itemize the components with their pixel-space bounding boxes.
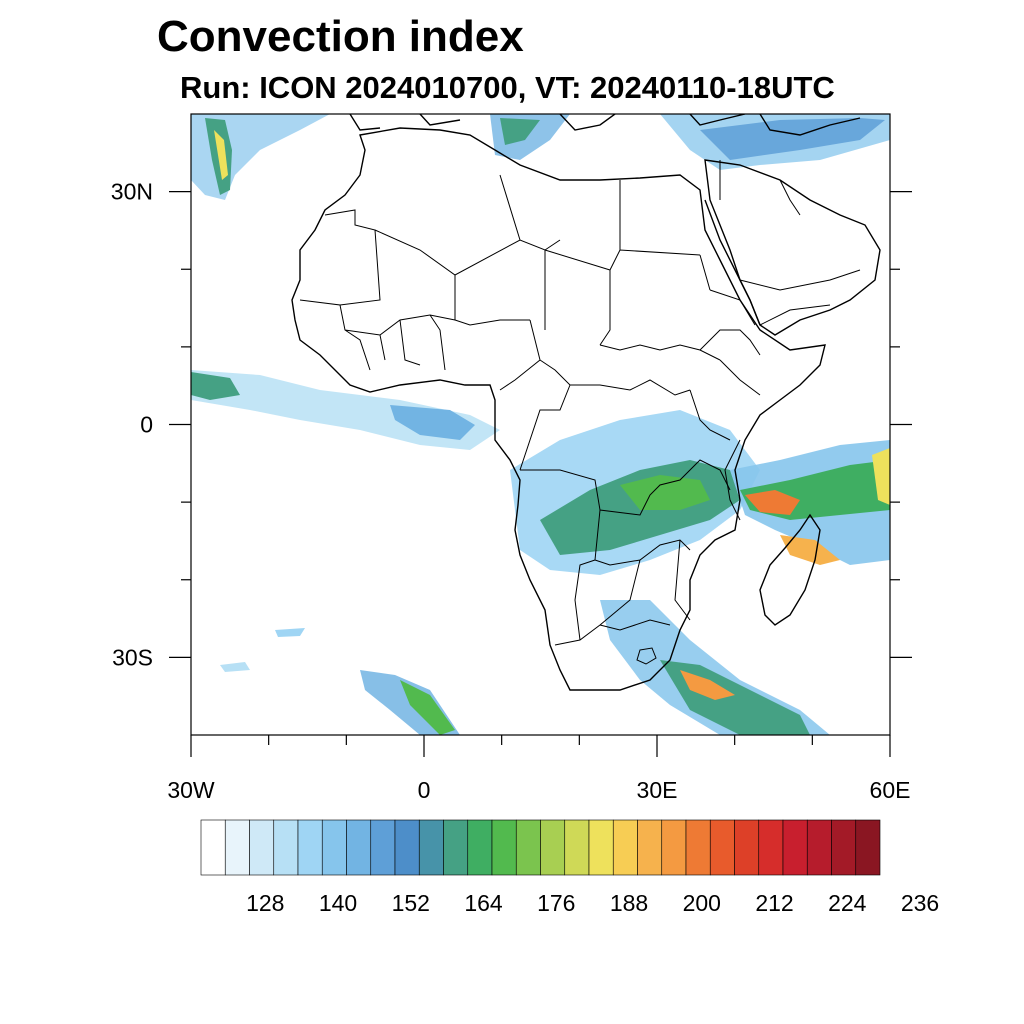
colorbar-swatch	[370, 819, 396, 876]
colorbar-swatch	[515, 819, 541, 876]
shade-satl-speck1	[220, 662, 250, 672]
colorbar-swatch	[224, 819, 250, 876]
colorbar-swatch	[467, 819, 493, 876]
colorbar-swatch	[782, 819, 808, 876]
coast-red-sea	[704, 199, 761, 326]
border-lesotho	[636, 647, 657, 665]
colorbar-swatch	[734, 819, 760, 876]
colorbar-label: 212	[755, 890, 793, 916]
colorbar-swatch	[321, 819, 347, 876]
colorbar-swatch	[346, 819, 372, 876]
shade-westafrica-core	[191, 372, 240, 400]
border-lines-west	[299, 299, 456, 371]
shade-indian-core	[745, 490, 800, 515]
colorbar-swatch	[273, 819, 299, 876]
convection-shading	[191, 114, 890, 735]
colorbar	[200, 819, 881, 876]
y-tick-label: 30N	[111, 179, 153, 205]
colorbar-labels: 128 140 152 164 176 188 200 212 224 236	[246, 890, 939, 916]
colorbar-swatch	[297, 819, 323, 876]
colorbar-swatch	[418, 819, 444, 876]
y-tick-label: 30S	[112, 644, 153, 670]
border-lines-east	[699, 289, 761, 521]
axis-tick-labels: 30W 0 30E 60E 30N 0 30S	[111, 179, 911, 803]
country-borders	[299, 160, 861, 665]
colorbar-swatch	[443, 819, 469, 876]
colorbar-label: 140	[319, 890, 357, 916]
shade-satl-speck2	[275, 628, 305, 637]
coast-madagascar	[759, 513, 821, 626]
colorbar-swatch	[709, 819, 735, 876]
colorbar-swatch	[394, 819, 420, 876]
border-arabia	[719, 160, 861, 326]
colorbar-swatch	[831, 819, 857, 876]
coast-europe	[349, 114, 861, 136]
shade-satlantic-core	[400, 680, 455, 735]
x-tick-label: 60E	[870, 777, 911, 803]
colorbar-swatch	[758, 819, 784, 876]
shade-med-core	[500, 118, 540, 145]
border-lines-north	[324, 174, 711, 346]
colorbar-label: 152	[392, 890, 430, 916]
x-tick-label: 30W	[167, 777, 215, 803]
map-title: Convection index	[157, 12, 524, 61]
colorbar-swatch	[806, 819, 832, 876]
y-tick-label: 0	[140, 412, 153, 438]
shade-southafrica-core	[680, 670, 735, 700]
colorbar-label: 200	[683, 890, 721, 916]
colorbar-swatch	[540, 819, 566, 876]
colorbar-swatch	[637, 819, 663, 876]
colorbar-swatch	[588, 819, 614, 876]
colorbar-label: 188	[610, 890, 648, 916]
shade-indian-peak	[872, 448, 890, 505]
shade-central-core	[620, 475, 710, 510]
colorbar-swatch	[249, 819, 275, 876]
colorbar-label: 176	[537, 890, 575, 916]
border-lines-central	[499, 319, 731, 471]
colorbar-swatch	[855, 819, 881, 876]
coast-arabia	[704, 159, 881, 336]
colorbar-label: 164	[464, 890, 503, 916]
plot-frame	[190, 113, 891, 736]
shade-madagascar	[780, 535, 840, 565]
colorbar-swatch	[491, 819, 517, 876]
colorbar-swatch	[685, 819, 711, 876]
border-lines-south	[520, 459, 731, 646]
x-tick-label: 0	[418, 777, 431, 803]
colorbar-label: 236	[901, 890, 939, 916]
colorbar-swatch	[564, 819, 590, 876]
x-tick-label: 30E	[637, 777, 678, 803]
colorbar-label: 224	[828, 890, 867, 916]
coastlines	[291, 114, 881, 691]
colorbar-label: 128	[246, 890, 284, 916]
map-subtitle: Run: ICON 2024010700, VT: 20240110-18UTC	[180, 70, 835, 105]
axis-ticks	[169, 191, 912, 757]
colorbar-swatch	[661, 819, 687, 876]
colorbar-swatch	[612, 819, 638, 876]
shade-me-core	[700, 118, 885, 160]
shade-nw-peak	[214, 130, 228, 180]
colorbar-swatch	[200, 819, 226, 876]
coast-africa	[291, 127, 826, 691]
shade-gog	[390, 405, 475, 440]
